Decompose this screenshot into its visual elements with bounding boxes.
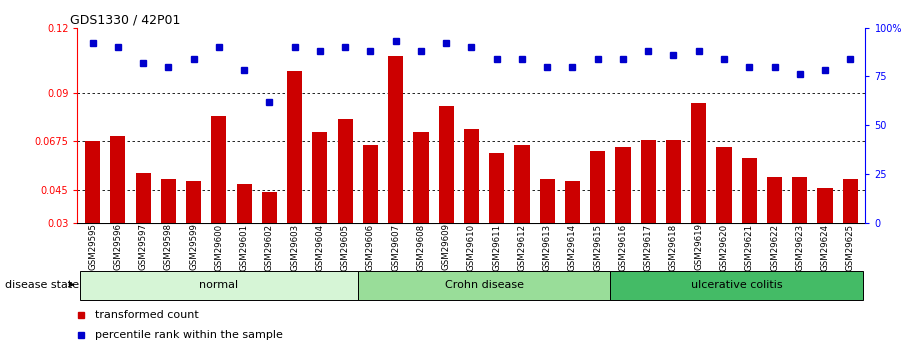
Text: GSM29615: GSM29615 — [593, 224, 602, 270]
Text: GSM29607: GSM29607 — [391, 224, 400, 270]
Text: GSM29611: GSM29611 — [492, 224, 501, 270]
Text: GSM29614: GSM29614 — [568, 224, 577, 270]
Bar — [464, 129, 479, 287]
Bar — [666, 140, 681, 287]
Text: GSM29597: GSM29597 — [138, 224, 148, 270]
Bar — [489, 153, 505, 287]
Bar — [793, 177, 807, 287]
Text: GSM29625: GSM29625 — [845, 224, 855, 270]
Text: Crohn disease: Crohn disease — [445, 280, 524, 290]
Bar — [414, 131, 428, 287]
Bar — [817, 188, 833, 287]
Text: GSM29596: GSM29596 — [113, 224, 122, 270]
Text: GSM29620: GSM29620 — [720, 224, 729, 270]
Text: GSM29605: GSM29605 — [341, 224, 350, 270]
Text: GSM29603: GSM29603 — [290, 224, 299, 270]
Text: GSM29609: GSM29609 — [442, 224, 451, 270]
Text: GSM29616: GSM29616 — [619, 224, 628, 270]
Bar — [237, 184, 251, 287]
Text: percentile rank within the sample: percentile rank within the sample — [95, 330, 282, 339]
Bar — [358, 271, 610, 300]
Text: GSM29617: GSM29617 — [644, 224, 653, 270]
Text: ulcerative colitis: ulcerative colitis — [691, 280, 783, 290]
Bar — [590, 151, 605, 287]
Text: GSM29608: GSM29608 — [416, 224, 425, 270]
Bar — [539, 179, 555, 287]
Bar — [136, 173, 150, 287]
Bar — [363, 145, 378, 287]
Bar — [261, 192, 277, 287]
Text: GSM29610: GSM29610 — [467, 224, 476, 270]
Text: GSM29602: GSM29602 — [265, 224, 274, 270]
Bar — [565, 181, 580, 287]
Bar — [312, 131, 327, 287]
Text: GSM29606: GSM29606 — [366, 224, 375, 270]
Bar — [640, 140, 656, 287]
Text: transformed count: transformed count — [95, 310, 199, 320]
Text: GSM29600: GSM29600 — [214, 224, 223, 270]
Text: GSM29612: GSM29612 — [517, 224, 527, 270]
Text: GSM29622: GSM29622 — [770, 224, 779, 270]
Bar — [80, 271, 358, 300]
Bar — [843, 179, 858, 287]
Text: GSM29604: GSM29604 — [315, 224, 324, 270]
Text: GSM29601: GSM29601 — [240, 224, 249, 270]
Text: GSM29619: GSM29619 — [694, 224, 703, 270]
Text: GSM29623: GSM29623 — [795, 224, 804, 270]
Bar — [287, 71, 302, 287]
Bar — [616, 147, 630, 287]
Text: GSM29613: GSM29613 — [543, 224, 552, 270]
Text: GSM29598: GSM29598 — [164, 224, 173, 270]
Text: GSM29618: GSM29618 — [669, 224, 678, 270]
Text: GSM29599: GSM29599 — [189, 224, 198, 270]
Bar — [388, 56, 404, 287]
Text: GSM29621: GSM29621 — [745, 224, 753, 270]
Bar — [767, 177, 783, 287]
Bar — [110, 136, 126, 287]
Text: normal: normal — [200, 280, 239, 290]
Bar — [515, 145, 529, 287]
Bar — [438, 106, 454, 287]
Bar — [186, 181, 201, 287]
Bar — [85, 141, 100, 287]
Bar — [610, 271, 863, 300]
Bar — [691, 104, 706, 287]
Bar — [716, 147, 732, 287]
Text: GSM29595: GSM29595 — [88, 224, 97, 270]
Bar — [211, 116, 227, 287]
Bar — [742, 158, 757, 287]
Bar — [338, 119, 353, 287]
Text: disease state: disease state — [5, 280, 78, 289]
Text: GSM29624: GSM29624 — [821, 224, 830, 270]
Text: GDS1330 / 42P01: GDS1330 / 42P01 — [69, 13, 180, 27]
Bar — [160, 179, 176, 287]
